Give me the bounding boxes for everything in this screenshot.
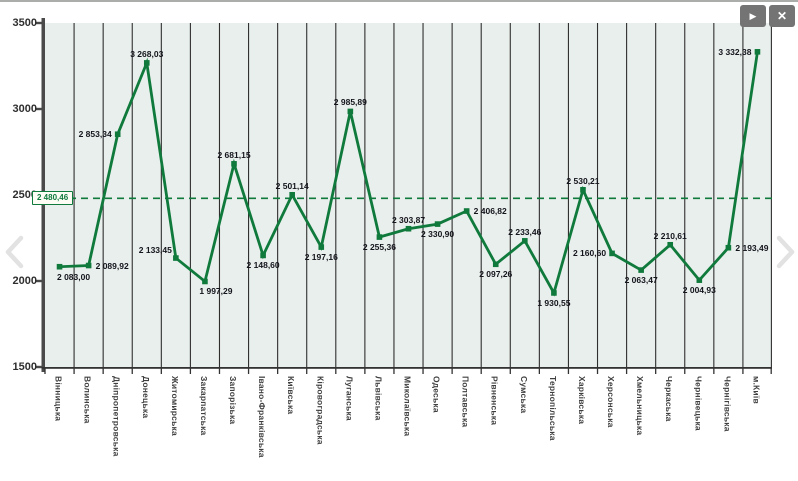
x-axis-label: Київська — [286, 376, 297, 415]
x-axis-label: Дніпропетровська — [111, 376, 122, 457]
x-axis-label: Чернівецька — [693, 376, 704, 431]
data-label: 2 330,90 — [421, 229, 455, 240]
data-label: 2 063,47 — [624, 275, 658, 286]
data-label: 2 160,60 — [572, 248, 607, 259]
data-label: 2 406,82 — [473, 206, 507, 217]
data-label: 2 133,45 — [138, 245, 172, 256]
x-axis-label: Сумська — [518, 376, 529, 414]
average-value-badge: 2 480,46 — [32, 191, 74, 206]
x-axis-label: Полтавська — [460, 376, 471, 428]
data-label: 2 197,16 — [304, 252, 338, 263]
data-label: 2 233,46 — [508, 226, 542, 237]
data-label: 2 097,26 — [479, 269, 513, 280]
x-axis-label: Житомирська — [169, 376, 180, 436]
x-axis-label: Тернопільська — [547, 376, 558, 441]
data-label: 2 985,89 — [333, 97, 367, 108]
x-axis-label: Волинська — [82, 376, 93, 424]
x-axis-label: Закарпатська — [198, 376, 209, 436]
x-axis-label: Львівська — [373, 376, 384, 421]
data-label: 2 210,61 — [653, 230, 687, 241]
y-axis-tick-label: 3500 — [12, 17, 37, 29]
x-axis-label: Кіровоградська — [315, 376, 326, 445]
data-label: 2 004,93 — [682, 285, 716, 296]
x-axis-label: м.Київ — [751, 376, 762, 404]
play-icon: ▶ — [749, 10, 757, 21]
x-axis-label: Чернігівська — [722, 376, 733, 432]
x-axis-label: Миколаївська — [402, 376, 413, 437]
x-axis-label: Одеська — [431, 376, 442, 413]
plot-area — [45, 23, 772, 367]
x-axis-label: Івано-Франківська — [257, 376, 268, 458]
scroll-right-button[interactable] — [772, 233, 798, 271]
x-axis-label: Черкаська — [664, 376, 675, 422]
data-label: 3 268,03 — [130, 48, 164, 59]
x-axis-label: Вінницька — [53, 376, 64, 422]
y-axis-tick-label: 1500 — [12, 361, 37, 373]
data-label: 2 303,87 — [391, 214, 426, 225]
x-axis-label: Донецька — [140, 376, 151, 419]
data-label: 3 332,38 — [718, 46, 752, 57]
data-label: 1 930,55 — [537, 297, 571, 308]
data-label: 2 853,34 — [78, 129, 112, 140]
data-label: 1 997,29 — [199, 286, 233, 297]
y-axis-tick-label: 2000 — [12, 275, 37, 287]
x-axis-label: Луганська — [344, 376, 355, 421]
close-icon: ✕ — [776, 9, 788, 23]
x-axis-label: Хмельницька — [635, 376, 646, 436]
x-axis-label: Харківська — [576, 376, 587, 425]
chevron-left-icon — [5, 235, 24, 269]
window-top-border — [0, 0, 798, 2]
data-label: 2 193,49 — [735, 242, 769, 253]
data-label: 2 148,60 — [246, 260, 280, 271]
x-axis-label: Рівненська — [489, 376, 500, 426]
chevron-right-icon — [776, 235, 795, 269]
x-axis-label: Запорізька — [228, 376, 239, 425]
data-label: 2 255,36 — [362, 242, 396, 253]
data-label: 2 089,92 — [95, 260, 129, 271]
data-label: 2 530,21 — [566, 175, 600, 186]
scroll-left-button[interactable] — [2, 233, 28, 271]
y-axis-tick-label: 2500 — [12, 189, 37, 201]
close-button[interactable]: ✕ — [769, 5, 795, 27]
x-axis-line — [41, 367, 772, 369]
data-label: 2 083,00 — [56, 271, 91, 282]
x-axis-label: Херсонська — [606, 376, 617, 428]
data-label: 2 681,15 — [217, 149, 251, 160]
next-chart-button[interactable]: ▶ — [740, 5, 766, 27]
data-label: 2 501,14 — [275, 180, 309, 191]
y-axis-tick-label: 3000 — [12, 103, 37, 115]
